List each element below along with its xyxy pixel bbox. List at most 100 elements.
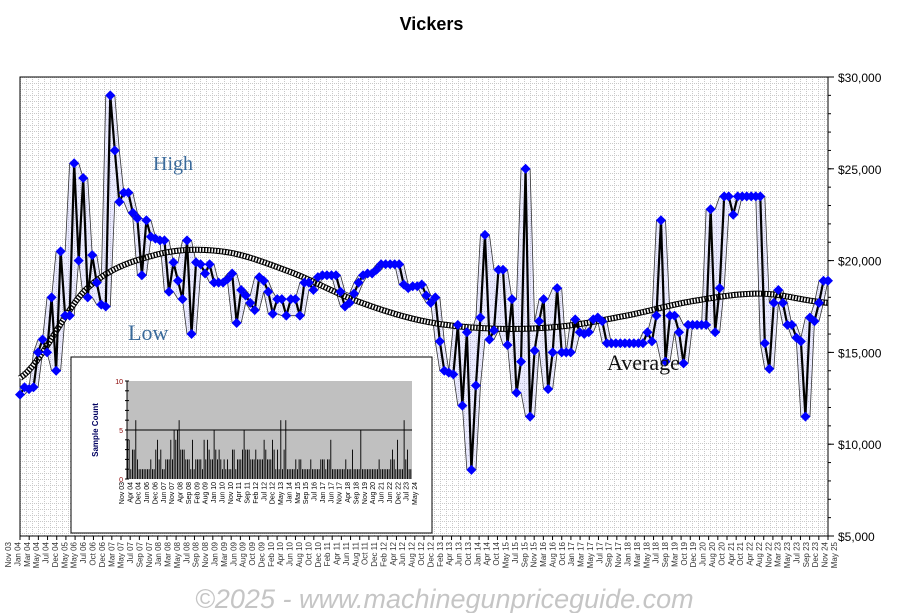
price-point [421, 290, 432, 301]
x-tick-label: Aug 12 [408, 541, 417, 567]
x-tick-label: Nov 17 [614, 541, 623, 567]
price-point [294, 310, 305, 321]
price-point [452, 319, 463, 330]
price-point [773, 284, 784, 295]
inset-bar [295, 459, 297, 479]
price-point [701, 319, 712, 330]
inset-bar [252, 459, 253, 479]
inset-y-label: Sample Count [91, 403, 100, 457]
inset-bar [132, 449, 133, 479]
y-tick-label: $5,000 [838, 530, 875, 544]
inset-bar [178, 420, 180, 479]
inset-x-tick-label: Jan 14 [286, 482, 293, 503]
x-tick-label: Apr 14 [483, 541, 492, 565]
inset-bar [370, 469, 372, 479]
inset-bar [203, 439, 205, 479]
inset-bar [198, 459, 200, 479]
x-tick-label: Apr 22 [746, 541, 755, 565]
x-tick-label: Mar 07 [107, 541, 116, 566]
inset-x-tick-label: Nov 17 [337, 482, 344, 504]
inset-bar [237, 459, 238, 479]
price-point [583, 327, 594, 338]
inset-bar [405, 459, 407, 479]
inset-bar [310, 459, 312, 479]
price-point [660, 356, 671, 367]
inset-bar [290, 469, 292, 479]
inset-bar [322, 459, 323, 479]
inset-bar [308, 469, 310, 479]
inset-bar [138, 469, 140, 479]
inset-bar [160, 449, 162, 479]
inset-bar [342, 469, 343, 479]
inset-bar [312, 469, 313, 479]
x-tick-label: Feb 12 [379, 541, 388, 566]
x-tick-label: Jun 13 [455, 541, 464, 566]
price-point [642, 327, 653, 338]
x-tick-label: Feb 13 [436, 541, 445, 566]
price-point [222, 273, 233, 284]
x-tick-label: Apr 10 [276, 541, 285, 565]
x-tick-label: Mar 04 [23, 541, 32, 566]
inset-bar [240, 459, 242, 479]
price-point [349, 288, 360, 299]
inset-x-tick-label: Aug 20 [370, 482, 377, 504]
inset-bar [338, 469, 340, 479]
sample-count-inset: 0 5 10 Sample Count Nov 03 Apr 04 Dec 04 Jun 06… [70, 356, 433, 534]
inset-bar [328, 459, 330, 479]
inset-bar [162, 469, 163, 479]
inset-x-tick-label: Jul 16 [312, 482, 319, 501]
price-point [105, 90, 116, 101]
x-tick-label: Jan 04 [13, 541, 22, 566]
price-point [73, 255, 84, 266]
low-label: Low [128, 320, 168, 345]
x-tick-label: Aug 20 [708, 541, 717, 567]
inset-bar [358, 469, 360, 479]
inset-x-tick-label: Sep 08 [186, 482, 193, 504]
x-tick-label: Feb 11 [323, 541, 332, 566]
price-point [425, 297, 436, 308]
inset-bar [380, 469, 382, 479]
price-point [461, 327, 472, 338]
price-point [267, 308, 278, 319]
inset-bar [305, 469, 307, 479]
inset-bar [247, 449, 248, 479]
inset-bar [213, 430, 215, 479]
inset-bar [355, 469, 357, 479]
x-tick-label: Aug 16 [548, 541, 557, 567]
inset-bar [352, 449, 353, 479]
x-tick-label: May 06 [70, 541, 79, 568]
inset-bar [177, 430, 178, 479]
price-point [263, 286, 274, 297]
price-point [91, 277, 102, 288]
inset-bar [382, 469, 383, 479]
x-tick-label: Sep 17 [605, 541, 614, 567]
x-tick-label: Sep 18 [661, 541, 670, 567]
price-point [204, 259, 215, 270]
x-tick-label: Sep 15 [520, 541, 529, 567]
inset-bar [340, 469, 342, 479]
inset-bar [402, 469, 403, 479]
inset-bar [398, 469, 400, 479]
inset-x-tick-label: Dec 12 [270, 482, 277, 504]
x-tick-label: May 17 [586, 541, 595, 568]
price-point [249, 305, 260, 316]
x-tick-label: Aug 10 [295, 541, 304, 567]
price-point [674, 327, 685, 338]
inset-bar [182, 449, 183, 479]
inset-bar [222, 469, 223, 479]
watermark: ©2025 - www.machinegunpriceguide.com [195, 584, 694, 613]
price-point [637, 338, 648, 349]
inset-bar [323, 459, 325, 479]
inset-bar [148, 469, 150, 479]
inset-bar [313, 469, 315, 479]
price-point [37, 334, 48, 345]
inset-x-tick-label: Dec 06 [152, 482, 159, 504]
inset-x-tick-label: Jan 10 [211, 482, 218, 503]
x-tick-label: Jan 17 [567, 541, 576, 566]
x-tick-label: May 15 [501, 541, 510, 568]
price-point [448, 369, 459, 380]
price-point [516, 356, 527, 367]
price-point [728, 209, 739, 220]
price-point [82, 292, 93, 303]
inset-bar [327, 459, 328, 479]
